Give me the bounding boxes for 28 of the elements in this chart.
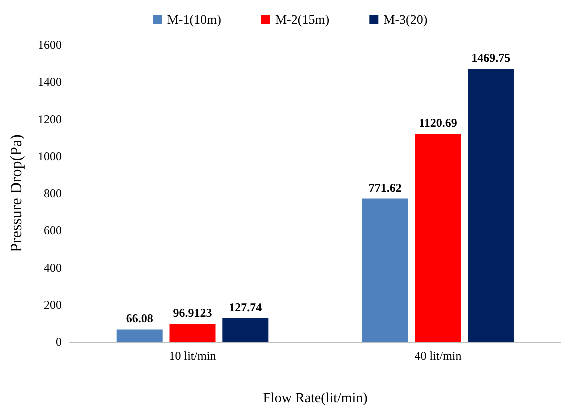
y-tick-label: 1600 xyxy=(38,38,62,52)
x-tick-label: 40 lit/min xyxy=(414,349,462,363)
x-tick-label: 10 lit/min xyxy=(169,349,216,363)
y-tick-label: 1400 xyxy=(38,75,62,90)
y-tick-label: 400 xyxy=(44,260,62,275)
bar xyxy=(468,69,514,342)
y-tick-label: 1000 xyxy=(38,149,62,164)
y-axis-title: Pressure Drop(Pa) xyxy=(8,134,26,252)
data-label: 1469.75 xyxy=(472,51,511,66)
y-tick-label: 1200 xyxy=(38,112,62,126)
legend-label: M-2(15m) xyxy=(275,12,330,27)
y-tick-label: 0 xyxy=(56,335,62,349)
bar xyxy=(415,134,462,342)
data-label: 1120.69 xyxy=(419,116,458,130)
data-label: 127.74 xyxy=(229,300,262,314)
y-tick-label: 800 xyxy=(44,186,62,200)
data-label: 771.62 xyxy=(368,180,402,195)
legend-label: M-3(20) xyxy=(384,12,428,27)
bar xyxy=(170,324,216,342)
bar xyxy=(116,330,163,342)
y-tick-label: 600 xyxy=(44,224,62,238)
bar xyxy=(222,318,269,342)
y-tick-label: 200 xyxy=(44,298,62,312)
data-label: 96.9123 xyxy=(173,306,212,320)
data-label: 66.08 xyxy=(126,312,154,326)
bar xyxy=(362,198,408,342)
x-axis-title: Flow Rate(lit/min) xyxy=(263,392,368,406)
legend-label: M-1(10m) xyxy=(167,12,222,27)
